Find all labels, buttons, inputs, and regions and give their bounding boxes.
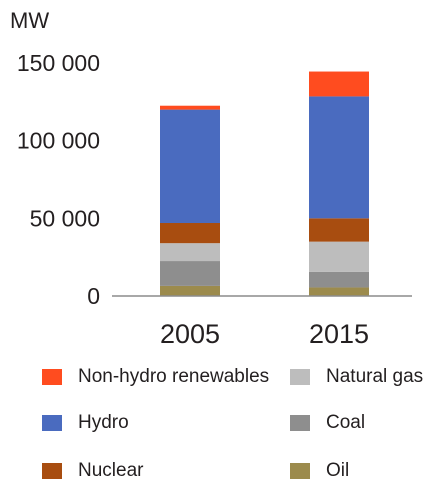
y-tick-label: 100 000	[17, 128, 100, 154]
x-tick-label: 2015	[309, 319, 369, 349]
bar-segment-natural-gas-2005	[160, 243, 220, 262]
bar-segment-coal-2015	[309, 271, 369, 288]
x-tick-label: 2005	[160, 319, 220, 349]
bar-segment-coal-2005	[160, 261, 220, 286]
y-tick-labels: 0 50 000 100 000 150 000	[17, 50, 100, 309]
bar-segment-natural-gas-2015	[309, 241, 369, 272]
y-tick-label: 0	[87, 283, 100, 309]
bar-segment-nuclear-2005	[160, 222, 220, 244]
bar-segment-hydro-2015	[309, 96, 369, 219]
bar-segment-oil-2015	[309, 287, 369, 296]
bar-segment-nuclear-2015	[309, 218, 369, 242]
bar-segment-hydro-2005	[160, 109, 220, 223]
bars	[160, 71, 369, 296]
y-tick-label: 50 000	[30, 205, 100, 231]
y-axis-unit: MW	[10, 8, 50, 33]
bar-segment-non-hydro-renewables-2005	[160, 105, 220, 110]
bar-segment-oil-2005	[160, 285, 220, 296]
y-tick-label: 150 000	[17, 50, 100, 76]
bar-segment-non-hydro-renewables-2015	[309, 71, 369, 97]
x-tick-labels: 2005 2015	[160, 319, 369, 349]
